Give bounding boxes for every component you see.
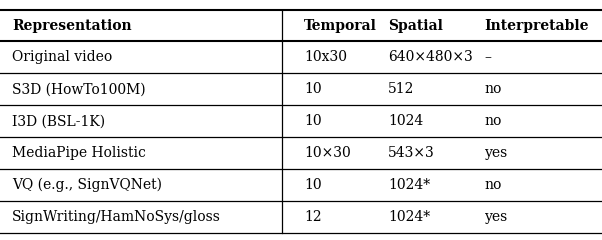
Text: SignWriting/HamNoSys/gloss: SignWriting/HamNoSys/gloss (12, 210, 221, 224)
Text: Representation: Representation (12, 18, 132, 33)
Text: 10: 10 (304, 178, 321, 192)
Text: 1024*: 1024* (388, 178, 430, 192)
Text: 512: 512 (388, 82, 415, 96)
Text: I3D (BSL-1K): I3D (BSL-1K) (12, 114, 105, 128)
Text: no: no (485, 82, 502, 96)
Text: no: no (485, 114, 502, 128)
Text: VQ (e.g., SignVQNet): VQ (e.g., SignVQNet) (12, 178, 162, 192)
Text: Original video: Original video (12, 50, 113, 64)
Text: 640×480×3: 640×480×3 (388, 50, 473, 64)
Text: S3D (HowTo100M): S3D (HowTo100M) (12, 82, 146, 96)
Text: 1024: 1024 (388, 114, 424, 128)
Text: Interpretable: Interpretable (485, 18, 589, 33)
Text: 10x30: 10x30 (304, 50, 347, 64)
Text: Spatial: Spatial (388, 18, 443, 33)
Text: yes: yes (485, 146, 508, 160)
Text: 10: 10 (304, 82, 321, 96)
Text: 12: 12 (304, 210, 321, 224)
Text: Temporal: Temporal (304, 18, 377, 33)
Text: 1024*: 1024* (388, 210, 430, 224)
Text: no: no (485, 178, 502, 192)
Text: MediaPipe Holistic: MediaPipe Holistic (12, 146, 146, 160)
Text: yes: yes (485, 210, 508, 224)
Text: 10×30: 10×30 (304, 146, 351, 160)
Text: –: – (485, 50, 492, 64)
Text: 10: 10 (304, 114, 321, 128)
Text: 543×3: 543×3 (388, 146, 435, 160)
